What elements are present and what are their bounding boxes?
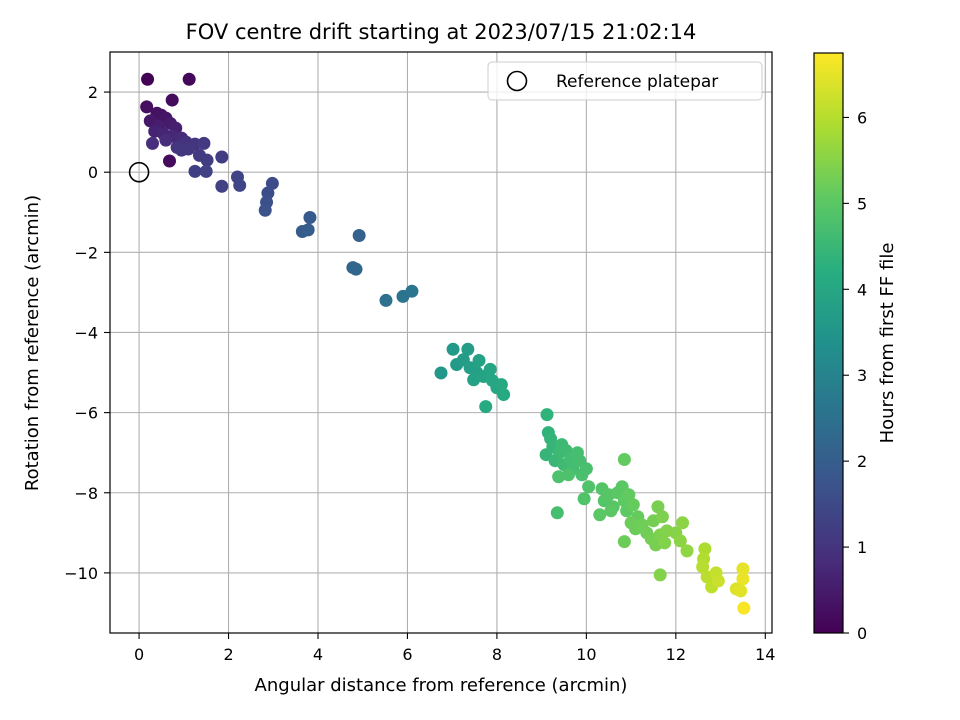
data-point	[540, 408, 554, 422]
data-point	[698, 542, 712, 556]
data-point	[552, 470, 566, 484]
x-axis-ticks: 0 2 4 6 8 10 12 14	[134, 633, 775, 664]
data-point	[200, 153, 214, 167]
data-point	[676, 516, 690, 530]
data-point	[301, 223, 315, 237]
colorbar-tick-label: 6	[857, 108, 867, 127]
data-point	[175, 143, 189, 157]
data-point	[561, 468, 575, 482]
data-point	[711, 574, 725, 588]
data-point	[479, 400, 493, 414]
colorbar-tick-label: 1	[857, 538, 867, 557]
data-point	[622, 488, 636, 502]
y-tick-label: 2	[88, 83, 98, 102]
data-point	[162, 154, 176, 168]
data-point	[737, 601, 751, 615]
legend-entry-reference: Reference platepar	[556, 72, 718, 92]
x-tick-label: 10	[576, 645, 596, 664]
data-point	[626, 498, 640, 512]
data-point	[658, 536, 672, 550]
data-point	[140, 100, 154, 114]
data-point	[483, 362, 497, 376]
y-tick-label: −6	[74, 404, 98, 423]
y-tick-label: −10	[64, 564, 98, 583]
data-points	[140, 72, 751, 615]
x-tick-label: 14	[755, 645, 775, 664]
legend-box	[487, 61, 763, 101]
data-point	[197, 136, 211, 150]
x-tick-label: 4	[313, 645, 323, 664]
data-point	[349, 262, 363, 276]
data-point	[159, 133, 173, 147]
data-point	[303, 210, 317, 224]
colorbar-tick-label: 4	[857, 280, 867, 299]
data-point	[651, 500, 665, 514]
data-point	[165, 93, 179, 107]
colorbar-gradient	[814, 53, 843, 633]
grid-lines	[110, 52, 772, 633]
y-tick-label: 0	[88, 163, 98, 182]
data-point	[604, 504, 618, 518]
y-tick-label: −8	[74, 484, 98, 503]
y-axis-ticks: 2 0 −2 −4 −6 −8 −10	[64, 83, 110, 583]
x-tick-label: 0	[134, 645, 144, 664]
legend: Reference platepar	[487, 61, 763, 101]
reference-platepar-marker	[128, 161, 150, 183]
colorbar-label: Hours from first FF file	[877, 243, 898, 444]
data-point	[550, 506, 564, 520]
chart-title: FOV centre drift starting at 2023/07/15 …	[186, 20, 697, 44]
data-point	[233, 178, 247, 192]
data-point	[379, 293, 393, 307]
x-tick-label: 12	[666, 645, 686, 664]
data-point	[182, 72, 196, 86]
data-point	[577, 492, 591, 506]
data-point	[582, 480, 596, 494]
data-point	[446, 342, 460, 356]
colorbar-frame	[813, 52, 844, 634]
colorbar-tick-label: 0	[857, 624, 867, 643]
data-point	[405, 284, 419, 298]
data-point	[215, 179, 229, 193]
x-tick-label: 6	[402, 645, 412, 664]
data-point	[736, 562, 750, 576]
data-point	[434, 366, 448, 380]
data-point	[497, 388, 511, 402]
data-point	[736, 572, 750, 586]
data-point	[494, 378, 508, 392]
data-point	[472, 354, 486, 368]
x-tick-label: 8	[492, 645, 502, 664]
data-point	[199, 164, 213, 178]
data-point	[655, 510, 669, 524]
colorbar: 0 1 2 3 4 5 6 Hours from first FF file	[813, 52, 898, 643]
y-tick-label: −2	[74, 243, 98, 262]
data-point	[734, 584, 748, 598]
data-point	[258, 203, 272, 217]
colorbar-ticks: 0 1 2 3 4 5 6	[843, 108, 867, 643]
data-point	[593, 508, 607, 522]
colorbar-tick-label: 2	[857, 452, 867, 471]
data-point	[680, 544, 694, 558]
x-tick-label: 2	[223, 645, 233, 664]
data-point	[617, 453, 631, 467]
data-point	[467, 373, 481, 387]
data-point	[673, 534, 687, 548]
data-point	[617, 535, 631, 549]
legend-reference-marker	[506, 70, 528, 92]
colorbar-tick-label: 5	[857, 194, 867, 213]
y-tick-label: −4	[74, 323, 98, 342]
data-point	[141, 72, 155, 86]
data-point	[461, 342, 475, 356]
colorbar-tick-label: 3	[857, 366, 867, 385]
data-point	[653, 568, 667, 582]
plot-frame	[109, 51, 773, 634]
data-point	[579, 462, 593, 476]
data-point	[352, 229, 366, 243]
data-point	[696, 560, 710, 574]
y-axis-label: Rotation from reference (arcmin)	[22, 195, 43, 491]
data-point	[215, 150, 229, 164]
data-point	[188, 164, 202, 178]
data-point	[145, 136, 159, 150]
x-axis-label: Angular distance from reference (arcmin)	[255, 675, 628, 696]
